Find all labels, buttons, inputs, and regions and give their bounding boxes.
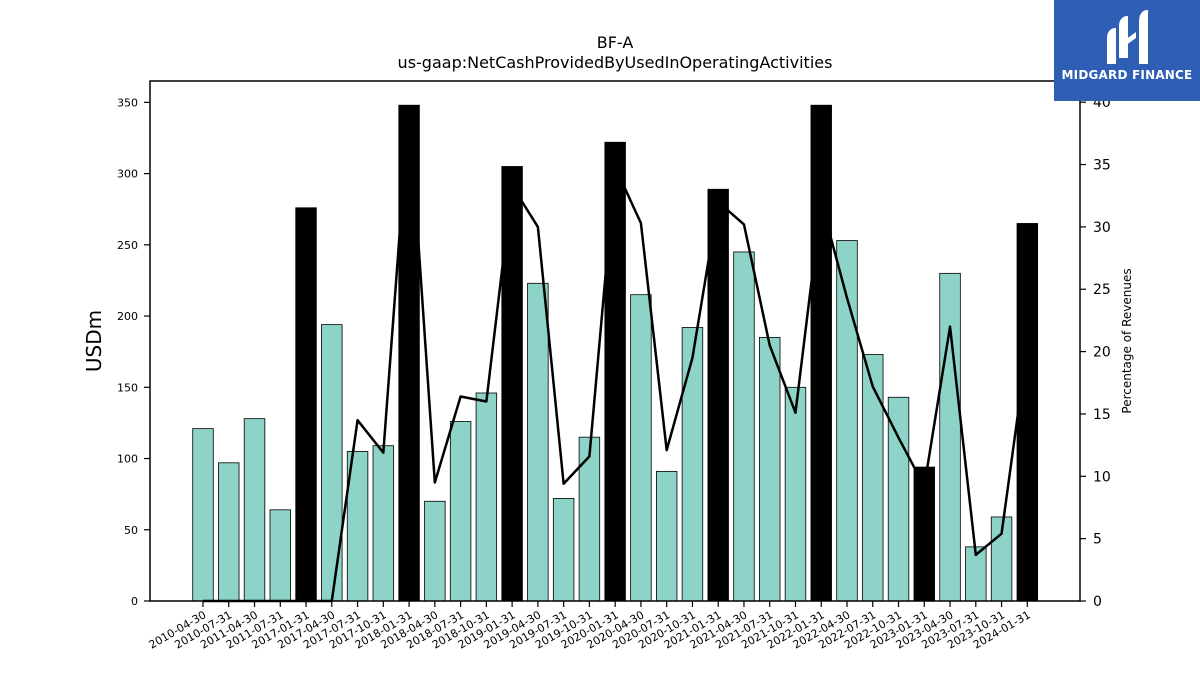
y2-axis-label: Percentage of Revenues — [1120, 268, 1134, 413]
y-tick-label: 150 — [117, 381, 138, 394]
bar-2019-01-31 — [501, 166, 523, 602]
y2-tick-label: 30 — [1093, 220, 1111, 236]
chart-title: BF-A — [597, 33, 634, 52]
bar-2018-04-30 — [424, 500, 446, 602]
brand-mark-icon — [1107, 10, 1148, 64]
y-axis-left: 0 50 100 150 200 250 300 350 — [117, 96, 150, 608]
y2-tick-label: 35 — [1093, 158, 1111, 174]
y-tick-label: 100 — [117, 453, 138, 466]
x-axis: 2010-04-302010-07-312011-04-302011-07-31… — [147, 601, 1033, 652]
bar-2011-04-30 — [243, 418, 266, 602]
bar-2020-10-31 — [681, 327, 704, 602]
bar-2019-04-30 — [527, 282, 549, 602]
y-tick-label: 200 — [117, 310, 138, 323]
y2-tick-label: 20 — [1093, 345, 1111, 361]
bar-2018-07-31 — [449, 421, 472, 602]
bar-2018-10-31 — [475, 392, 498, 602]
bar-2022-01-31 — [810, 104, 832, 602]
y-axis-label: USDm — [82, 310, 106, 372]
percentage-line — [203, 105, 1029, 603]
bar-2020-07-31 — [655, 470, 678, 602]
bar-2010-07-31 — [218, 462, 240, 602]
bar-2023-04-30 — [939, 272, 961, 602]
y-tick-label: 0 — [131, 595, 138, 608]
brand-logo: MIDGARD FINANCE — [1054, 0, 1200, 101]
bar-2019-07-31 — [552, 498, 575, 602]
bar-2019-10-31 — [578, 436, 601, 602]
bar-2011-07-31 — [269, 509, 291, 602]
y2-tick-label: 0 — [1093, 594, 1102, 610]
bar-2017-01-31 — [295, 207, 317, 602]
bar-2024-01-31 — [1016, 223, 1039, 602]
bar-2010-04-30 — [192, 428, 214, 602]
bar-2021-04-30 — [733, 251, 755, 602]
y-tick-label: 300 — [117, 168, 138, 181]
line-layer — [203, 105, 1029, 603]
y-tick-label: 50 — [124, 524, 138, 537]
y2-tick-label: 25 — [1093, 282, 1111, 298]
bar-2020-04-30 — [630, 294, 652, 602]
chart-subtitle: us-gaap:NetCashProvidedByUsedInOperating… — [398, 53, 833, 72]
bar-2022-07-31 — [862, 354, 884, 602]
bar-2017-10-31 — [372, 445, 395, 602]
bar-2021-07-31 — [759, 337, 781, 602]
y2-tick-label: 15 — [1093, 407, 1111, 423]
bar-2018-01-31 — [398, 104, 420, 602]
brand-name: MIDGARD FINANCE — [1061, 68, 1193, 82]
y2-tick-label: 10 — [1093, 469, 1111, 485]
y-tick-label: 250 — [117, 239, 138, 252]
bar-2017-04-30 — [321, 324, 343, 602]
bar-2022-10-31 — [887, 396, 910, 602]
y2-tick-label: 5 — [1093, 532, 1102, 548]
bar-2020-01-31 — [604, 141, 626, 602]
y-tick-label: 350 — [117, 96, 138, 109]
bar-2021-10-31 — [784, 386, 807, 602]
